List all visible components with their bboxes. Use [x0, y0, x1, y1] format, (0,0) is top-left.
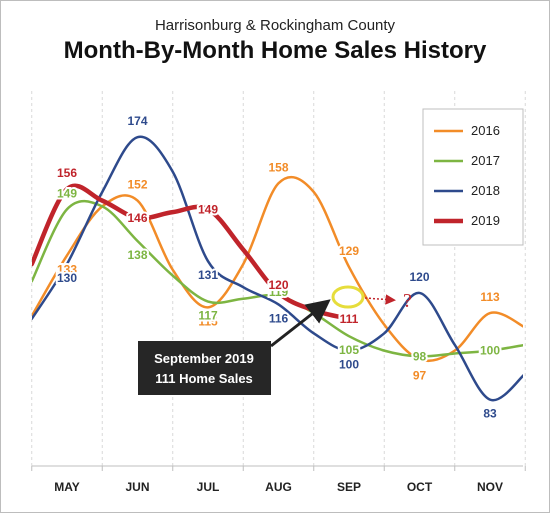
x-tick-label: AUG — [265, 480, 292, 494]
data-label-2016: 115 — [198, 314, 218, 328]
data-label-2018: 130 — [57, 271, 77, 285]
data-label-2018: 83 — [483, 407, 497, 421]
data-label-halo: 152 — [127, 178, 147, 192]
highlight-ellipse — [331, 285, 365, 309]
x-axis: MAY JUN JUL AUG SEP OCT NOV — [31, 465, 526, 494]
data-label-2016: 113 — [480, 290, 500, 304]
data-label-halo: 115 — [198, 314, 218, 328]
data-label-halo: 149 — [198, 202, 218, 216]
data-label-2017: 105 — [339, 343, 359, 357]
grid — [31, 91, 526, 466]
legend-label-2016: 2016 — [471, 123, 500, 138]
callout-arrow — [270, 299, 331, 348]
data-label-halo: 138 — [127, 248, 147, 262]
series-line-2016 — [32, 175, 523, 363]
data-label-2018: 131 — [198, 268, 218, 282]
legend-label-2017: 2017 — [471, 153, 500, 168]
x-tick-label: MAY — [54, 480, 80, 494]
data-label-2019: 111 — [340, 312, 359, 326]
data-label-halo: 174 — [127, 114, 147, 128]
data-label-2019: 146 — [127, 211, 147, 225]
series-line-2018 — [32, 135, 523, 402]
data-label-halo: 158 — [268, 160, 288, 174]
data-label-2017: 149 — [57, 186, 77, 200]
data-label-halo: 156 — [57, 166, 77, 180]
data-label-2017: 119 — [269, 285, 289, 299]
series-layer — [32, 135, 523, 402]
data-label-halo: 100 — [339, 358, 359, 372]
legend-label-2018: 2018 — [471, 183, 500, 198]
callout-title: September 2019 — [154, 351, 254, 366]
next-month-question-mark: ? — [403, 290, 412, 312]
data-label-halo: 100 — [480, 344, 500, 358]
data-label-2016: 129 — [339, 244, 359, 258]
projection-arrow — [364, 294, 396, 305]
data-label-halo: 113 — [480, 290, 500, 304]
data-label-halo: 133 — [57, 262, 77, 276]
data-label-2019: 156 — [57, 166, 77, 180]
data-label-halo: 83 — [483, 407, 497, 421]
data-label-2017: 138 — [127, 248, 147, 262]
data-label-halo: 131 — [198, 268, 218, 282]
data-label-2017: 117 — [198, 309, 218, 323]
data-label-2016: 152 — [127, 178, 147, 192]
data-label-halo: 149 — [57, 186, 77, 200]
series-line-2019 — [32, 183, 352, 322]
data-label-halo: 116 — [269, 311, 289, 325]
data-label-halo: 146 — [127, 211, 147, 225]
data-label-halo: 129 — [339, 244, 359, 258]
chart-title: Month-By-Month Home Sales History — [63, 37, 487, 64]
x-tick-label: OCT — [407, 480, 433, 494]
data-label-2018: 100 — [339, 358, 359, 372]
data-label-2018: 174 — [127, 114, 147, 128]
legend: 2016 2017 2018 2019 — [422, 108, 524, 246]
data-label-2018: 116 — [269, 311, 289, 325]
data-label-halo: 105 — [339, 343, 359, 357]
data-label-halo: 120 — [409, 270, 429, 284]
data-label-halo: 111 — [340, 312, 359, 326]
data-label-halo: 117 — [198, 309, 218, 323]
data-label-2019: 120 — [268, 278, 288, 292]
data-label-2016: 97 — [413, 368, 427, 382]
x-tick-label: JUN — [125, 480, 149, 494]
data-label-2019: 149 — [198, 202, 218, 216]
legend-label-2019: 2019 — [471, 213, 500, 228]
x-tick-label: NOV — [477, 480, 503, 494]
callout-value-text: 111 Home Sales — [155, 371, 253, 386]
callout-box — [138, 341, 271, 395]
x-tick-label: SEP — [337, 480, 361, 494]
data-label-2016: 158 — [268, 160, 288, 174]
data-label-halo: 120 — [268, 278, 288, 292]
x-tick-label: JUL — [197, 480, 220, 494]
data-label-2017: 98 — [413, 349, 427, 363]
data-label-2018: 120 — [409, 270, 429, 284]
data-label-layer: 1331331521521151151581581291299797113113… — [55, 112, 502, 422]
chart-subtitle: Harrisonburg & Rockingham County — [154, 17, 396, 34]
data-label-halo: 98 — [413, 349, 427, 363]
data-label-2017: 100 — [480, 344, 500, 358]
data-label-halo: 119 — [269, 285, 289, 299]
data-label-halo: 130 — [57, 271, 77, 285]
data-label-2016: 133 — [57, 262, 77, 276]
data-label-halo: 97 — [413, 368, 427, 382]
